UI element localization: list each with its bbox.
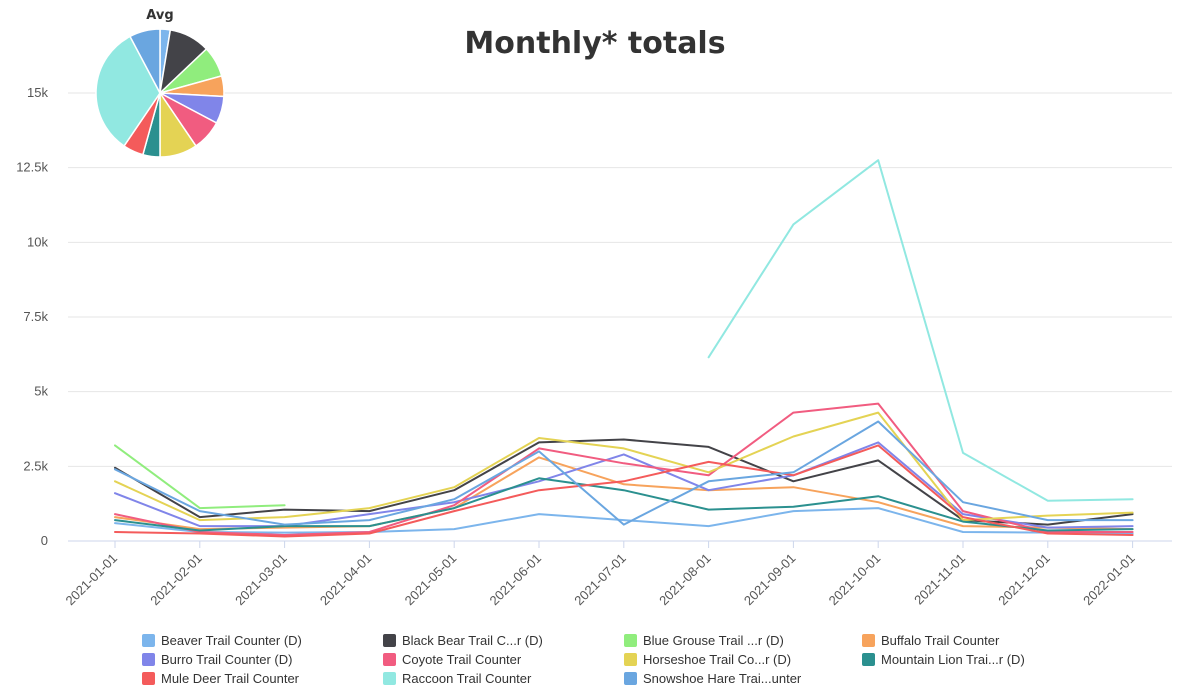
x-tick-label: 2021-03-01 (232, 551, 290, 609)
legend-item[interactable]: Buffalo Trail Counter (862, 633, 1000, 648)
legend-swatch (862, 634, 875, 647)
y-tick-label: 2.5k (23, 458, 48, 473)
legend-label: Blue Grouse Trail ...r (D) (643, 633, 784, 648)
legend-item[interactable]: Raccoon Trail Counter (383, 671, 532, 686)
legend-swatch (862, 653, 875, 666)
legend-swatch (624, 653, 637, 666)
legend-label: Mule Deer Trail Counter (161, 671, 300, 686)
y-tick-label: 5k (34, 384, 48, 399)
series-lines (114, 159, 1134, 538)
y-tick-label: 10k (27, 234, 48, 249)
legend-label: Snowshoe Hare Trai...unter (643, 671, 802, 686)
legend-label: Black Bear Trail C...r (D) (402, 633, 543, 648)
legend-item[interactable]: Mountain Lion Trai...r (D) (862, 652, 1025, 667)
x-tick-label: 2021-12-01 (995, 551, 1053, 609)
series-line[interactable] (114, 456, 1134, 531)
x-tick-label: 2021-11-01 (911, 551, 968, 608)
pie-slice[interactable] (129, 28, 161, 94)
y-tick-label: 12.5k (16, 160, 48, 175)
legend-swatch (142, 653, 155, 666)
legend-label: Coyote Trail Counter (402, 652, 522, 667)
x-tick-label: 2021-01-01 (62, 551, 120, 609)
x-tick-label: 2021-10-01 (826, 551, 884, 609)
legend-item[interactable]: Blue Grouse Trail ...r (D) (624, 633, 784, 648)
legend[interactable]: Beaver Trail Counter (D) Black Bear Trail… (142, 633, 1025, 686)
legend-label: Burro Trail Counter (D) (161, 652, 292, 667)
x-tick-label: 2021-05-01 (402, 551, 460, 609)
series-line[interactable] (114, 444, 1134, 538)
x-tick-label: 2021-07-01 (571, 551, 629, 609)
legend-swatch (142, 634, 155, 647)
x-tick-label: 2021-04-01 (317, 551, 375, 609)
x-tick-label: 2021-02-01 (147, 551, 205, 609)
y-axis: 0 2.5k 5k 7.5k 10k 12.5k 15k (16, 85, 1172, 548)
grid-lines (68, 92, 1172, 467)
legend-item[interactable]: Snowshoe Hare Trai...unter (624, 671, 802, 686)
series-line[interactable] (114, 420, 1134, 526)
legend-item[interactable]: Black Bear Trail C...r (D) (383, 633, 543, 648)
legend-label: Mountain Lion Trai...r (D) (881, 652, 1025, 667)
legend-swatch (624, 672, 637, 685)
legend-label: Beaver Trail Counter (D) (161, 633, 302, 648)
legend-swatch (383, 653, 396, 666)
legend-item[interactable]: Coyote Trail Counter (383, 652, 522, 667)
legend-item[interactable]: Beaver Trail Counter (D) (142, 633, 302, 648)
series-line[interactable] (114, 444, 286, 510)
avg-pie-chart: Avg (95, 8, 225, 158)
x-tick-label: 2021-06-01 (486, 551, 544, 609)
y-tick-label: 0 (41, 533, 48, 548)
x-axis: 2021-01-01 2021-02-01 2021-03-01 2021-04-01… (62, 541, 1138, 609)
legend-swatch (624, 634, 637, 647)
chart-title: Monthly* totals (464, 26, 725, 61)
legend-item[interactable]: Horseshoe Trail Co...r (D) (624, 652, 791, 667)
x-tick-label: 2021-08-01 (656, 551, 714, 609)
x-tick-label: 2022-01-01 (1080, 551, 1138, 609)
legend-swatch (383, 672, 396, 685)
series-line[interactable] (707, 159, 1134, 502)
series-line[interactable] (114, 402, 1134, 536)
series-line[interactable] (114, 477, 1134, 532)
y-tick-label: 7.5k (23, 309, 48, 324)
legend-label: Raccoon Trail Counter (402, 671, 532, 686)
pie-title: Avg (146, 8, 173, 23)
legend-label: Buffalo Trail Counter (881, 633, 1000, 648)
legend-item[interactable]: Mule Deer Trail Counter (142, 671, 300, 686)
series-line[interactable] (114, 411, 1134, 522)
legend-item[interactable]: Burro Trail Counter (D) (142, 652, 292, 667)
x-tick-label: 2021-09-01 (741, 551, 799, 609)
y-tick-label: 15k (27, 85, 48, 100)
legend-label: Horseshoe Trail Co...r (D) (643, 652, 791, 667)
legend-swatch (142, 672, 155, 685)
series-line[interactable] (114, 507, 1134, 535)
legend-swatch (383, 634, 396, 647)
